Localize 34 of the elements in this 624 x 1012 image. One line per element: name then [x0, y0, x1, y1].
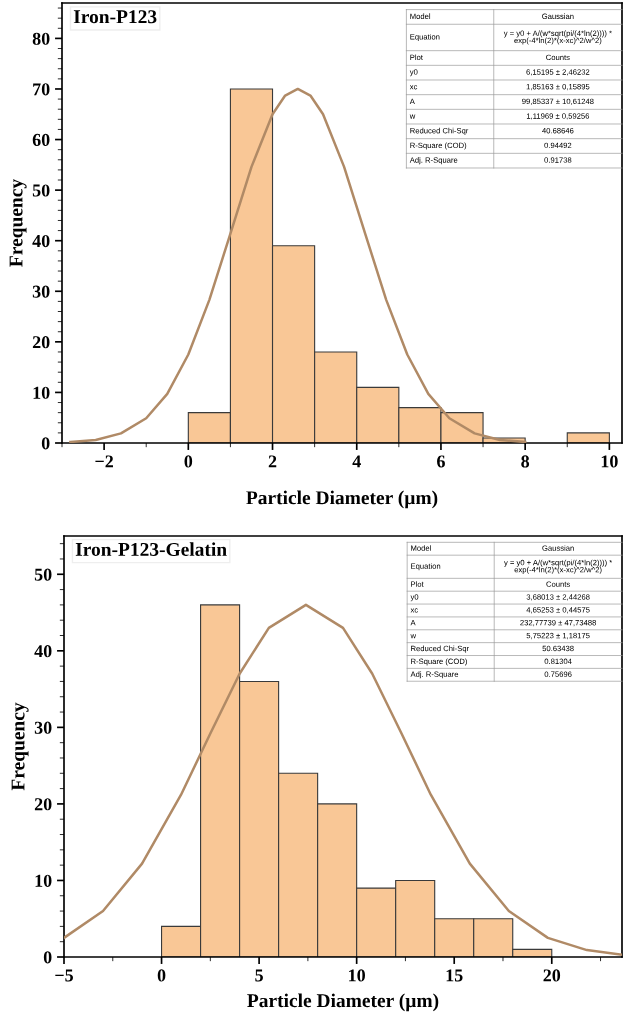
x-tick-label: 4 [352, 455, 361, 468]
x-tick-label: 6 [437, 455, 445, 468]
y-axis-title: Frequency [11, 702, 29, 791]
x-tick-label: 0 [184, 455, 193, 468]
y-tick-label: 30 [32, 285, 50, 298]
x-tick-label: 10 [349, 969, 365, 982]
y-tick-label: 50 [32, 184, 50, 197]
y-tick-label: 50 [34, 568, 52, 581]
y-tick-label: 10 [35, 874, 52, 887]
y-tick-label: 40 [32, 234, 50, 248]
x-tick-label: 20 [543, 969, 561, 982]
y-tick-label: 20 [34, 798, 52, 811]
chart-title: Iron-P123 [73, 10, 157, 24]
x-tick-label: 10 [601, 455, 618, 468]
x-tick-label: 0 [157, 969, 166, 982]
x-tick-label: 15 [446, 969, 463, 982]
x-tick-label: −5 [55, 969, 73, 982]
y-tick-label: 0 [41, 437, 50, 450]
y-tick-label: 40 [34, 645, 52, 658]
y-tick-label: 80 [32, 32, 50, 45]
x-tick-label: 5 [255, 969, 263, 982]
y-tick-label: 30 [34, 721, 52, 734]
y-tick-label: 70 [33, 83, 50, 96]
x-tick-label: −2 [95, 455, 113, 468]
y-tick-label: 0 [43, 951, 52, 964]
x-tick-label: 8 [521, 455, 530, 468]
chart-title: Iron-P123-Gelatin [75, 542, 227, 556]
y-tick-label: 60 [32, 133, 50, 146]
x-axis-title: Particle Diameter (µm) [246, 490, 438, 509]
y-axis-title: Frequency [9, 179, 27, 267]
x-axis-title: Particle Diameter (µm) [247, 993, 439, 1012]
y-tick-label: 10 [33, 386, 50, 399]
x-tick-label: 2 [268, 455, 277, 468]
y-tick-label: 20 [32, 336, 50, 349]
